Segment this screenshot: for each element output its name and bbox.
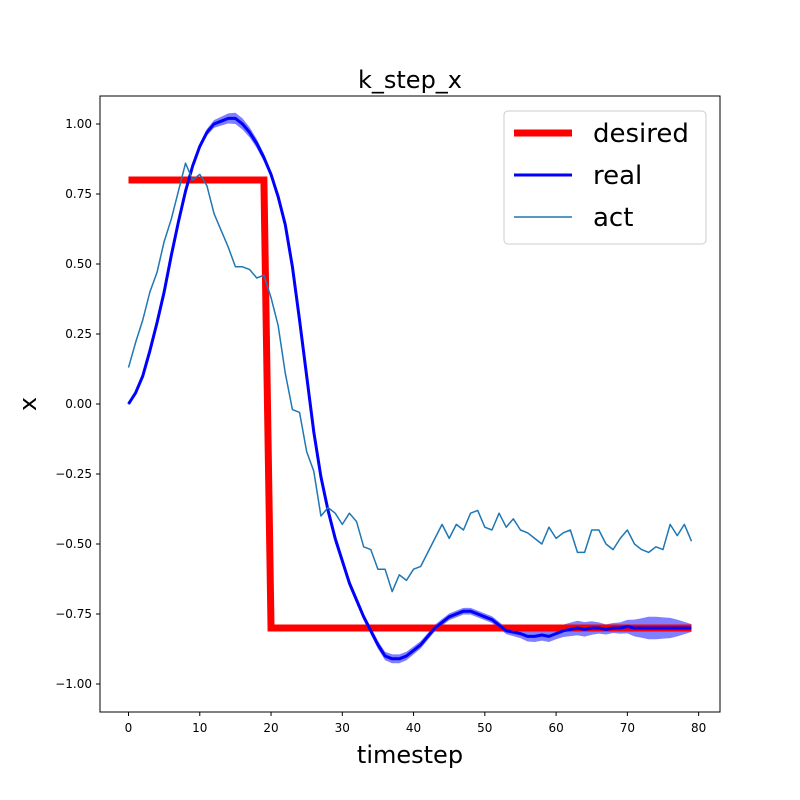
y-tick-label: −0.25 (55, 467, 92, 481)
y-tick-label: −1.00 (55, 677, 92, 691)
series-layer (127, 112, 693, 664)
legend-label-real: real (593, 161, 642, 191)
x-tick-label: 80 (691, 721, 706, 735)
desired-series-line (128, 176, 692, 632)
y-tick-label: 0.75 (65, 187, 92, 201)
x-tick-label: 70 (620, 721, 635, 735)
x-tick-label: 0 (125, 721, 133, 735)
x-tick-label: 30 (335, 721, 350, 735)
y-tick-label: 1.00 (65, 117, 92, 131)
y-tick-label: 0.50 (65, 257, 92, 271)
y-axis-label: x (14, 397, 42, 411)
legend-label-desired: desired (593, 119, 689, 149)
x-tick-label: 40 (406, 721, 421, 735)
x-tick-label: 50 (477, 721, 492, 735)
legend: desired real act (503, 110, 707, 245)
y-tick-label: 0.00 (65, 397, 92, 411)
real-series-line (127, 116, 692, 661)
x-axis: 0 10 20 30 40 50 60 70 80 (125, 712, 706, 735)
y-tick-label: −0.75 (55, 607, 92, 621)
act-series-line (127, 162, 693, 593)
y-tick-label: 0.25 (65, 327, 92, 341)
x-tick-label: 10 (192, 721, 207, 735)
x-tick-label: 60 (548, 721, 563, 735)
x-axis-label: timestep (357, 741, 463, 769)
y-tick-label: −0.50 (55, 537, 92, 551)
legend-box (503, 110, 707, 245)
x-tick-label: 20 (263, 721, 278, 735)
legend-label-act: act (593, 203, 633, 233)
y-axis: 1.00 0.75 0.50 0.25 0.00 −0.25 −0.50 −0.75 −1.00 (55, 117, 100, 691)
chart-title: k_step_x (358, 66, 462, 94)
